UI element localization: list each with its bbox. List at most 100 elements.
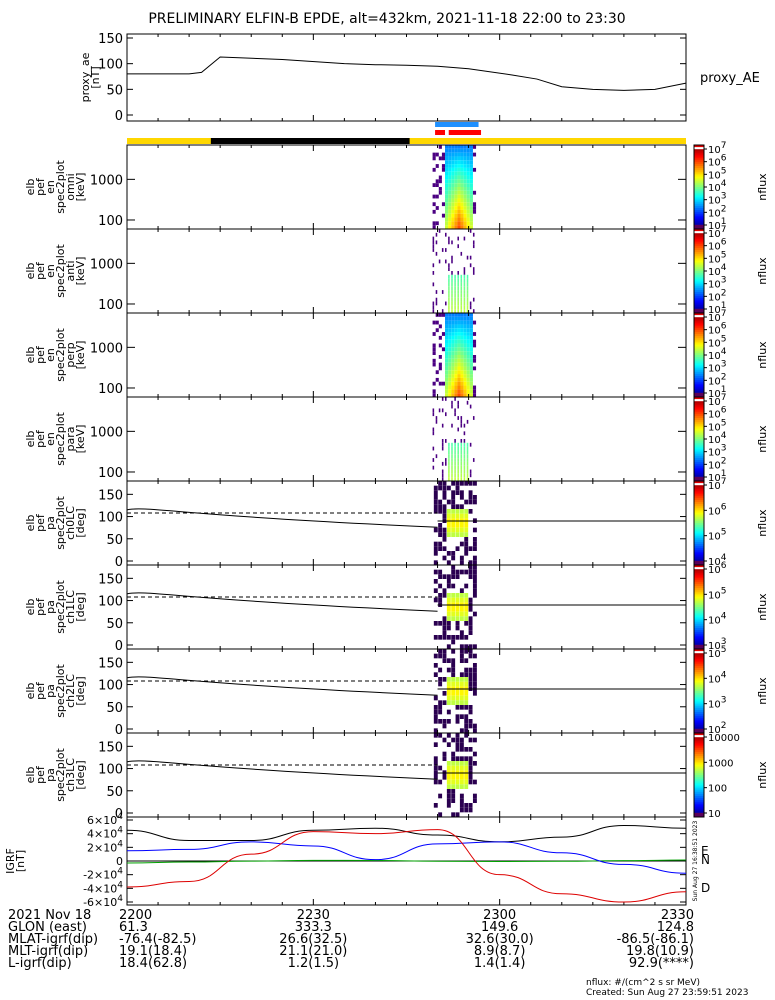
pitch-angle-cell: [464, 537, 469, 542]
spectrogram-cell: [469, 263, 472, 268]
pitch-angle-cell: [446, 681, 451, 687]
colorbar-cell: [694, 304, 704, 308]
spectrogram-cell: [460, 358, 464, 363]
spectrogram-cell: [441, 408, 444, 413]
spectrogram-cell: [445, 206, 449, 210]
colorbar-cell: [694, 369, 704, 373]
pitch-angle-cell: [451, 583, 456, 589]
pitch-angle-cell: [451, 779, 456, 785]
spectrogram-cell: [466, 377, 470, 382]
pitch-angle-cell: [459, 513, 464, 519]
colorbar-cell: [694, 749, 704, 753]
pitch-angle-cell: [442, 621, 447, 626]
ylabel-line: [deg]: [74, 508, 87, 537]
y-tick-label: 0: [115, 639, 123, 654]
pitch-angle-cell: [464, 695, 469, 701]
spectrogram-cell: [460, 374, 464, 378]
colorbar-cell: [694, 161, 704, 165]
colorbar-cell: [694, 187, 704, 190]
igrf-legend-label: E: [701, 844, 709, 858]
colorbar-cell: [694, 569, 704, 572]
spectrogram-cell: [457, 156, 461, 161]
ylabel-line: [nT]: [89, 66, 102, 88]
spectrogram-cell: [441, 313, 446, 317]
pitch-angle-cell: [472, 672, 477, 677]
spectrogram-cell: [469, 347, 473, 352]
colorbar-cell: [694, 512, 704, 516]
pitch-angle-cell: [451, 812, 456, 817]
pitch-angle-cell: [472, 793, 477, 799]
spectrogram-cell: [466, 328, 470, 333]
ylabel-line: en: [44, 432, 57, 446]
colorbar-cell: [694, 598, 704, 602]
igrf-line: [126, 841, 687, 874]
pitch-angle-cell: [468, 607, 473, 612]
spectrogram-cell: [454, 209, 458, 214]
pitch-angle-cell: [442, 700, 447, 705]
spectrogram-cell: [445, 217, 449, 222]
spectrogram-cell: [457, 320, 461, 325]
pitch-angle-cell: [446, 523, 451, 528]
colorbar-cell: [694, 357, 704, 360]
spectrogram-cell: [448, 145, 452, 149]
pitch-angle-cell: [472, 541, 477, 547]
spectrogram-cell: [460, 202, 464, 207]
colorbar-label-text: nflux: [756, 761, 769, 789]
pitch-angle-cell: [451, 695, 456, 701]
colorbar-tick-label: 104: [708, 612, 727, 627]
spectrogram-cell: [435, 194, 439, 199]
pitch-angle-cell: [464, 733, 469, 738]
spectrogram-cell: [454, 313, 458, 317]
pitch-angle-cell: [472, 588, 477, 593]
colorbar-cell: [694, 348, 704, 352]
colorbar-cell: [694, 407, 704, 411]
spectrogram-cell: [448, 461, 450, 466]
spectrogram-cell: [432, 301, 435, 306]
spectrogram-cell: [469, 175, 473, 180]
spectrogram-cell: [469, 377, 473, 382]
colorbar-cell: [694, 768, 704, 772]
pitch-angle-cell: [442, 616, 447, 621]
pitch-angle-cell: [464, 700, 469, 705]
pitch-angle-cell: [468, 495, 473, 500]
spectrogram-cell: [451, 145, 455, 149]
pitch-angle-cell: [455, 635, 460, 640]
spectrogram-cell: [454, 469, 456, 474]
pitch-angle-cell: [438, 705, 443, 710]
colorbar-cell: [694, 174, 704, 177]
ylabel-line: spec2plot: [54, 496, 67, 550]
colorbar-cell: [694, 560, 704, 564]
pitch-angle-cell: [464, 532, 469, 537]
pitch-angle-cell: [446, 579, 451, 584]
pitch-angle-cell: [438, 509, 443, 514]
pitch-angle-cell: [446, 593, 451, 598]
spectrogram-cell: [445, 335, 449, 340]
pitch-angle-cell: [459, 700, 464, 705]
spectrogram-cell: [448, 370, 452, 375]
spectrogram-cell: [466, 355, 470, 359]
spectrogram-cell: [451, 183, 455, 187]
pitch-angle-cell: [464, 546, 469, 551]
spectrogram-cell: [448, 355, 452, 359]
y-tick-label: 2×104: [87, 839, 123, 854]
spectrogram-cell: [460, 389, 464, 394]
pitch-angle-cell: [446, 695, 451, 701]
spectrogram-cell: [451, 190, 455, 195]
ylabel-line: [deg]: [74, 676, 87, 705]
spectrogram-cell: [466, 366, 470, 371]
pitch-angle-cell: [464, 747, 469, 752]
spectrogram-cell: [448, 477, 450, 481]
colorbar-cell: [694, 193, 704, 196]
spectrogram-cell: [460, 458, 463, 462]
pitch-angle-cell: [455, 775, 460, 780]
y-tick-label: 100: [98, 595, 123, 610]
spectrogram-cell: [454, 393, 458, 397]
y-tick-label: 1000: [90, 173, 123, 188]
spectrogram-cell: [472, 232, 475, 237]
spectrogram-cell: [469, 366, 473, 371]
colorbar-cell: [694, 611, 704, 614]
pitch-angle-cell: [459, 593, 464, 598]
ylabel-line: anti: [64, 260, 77, 281]
